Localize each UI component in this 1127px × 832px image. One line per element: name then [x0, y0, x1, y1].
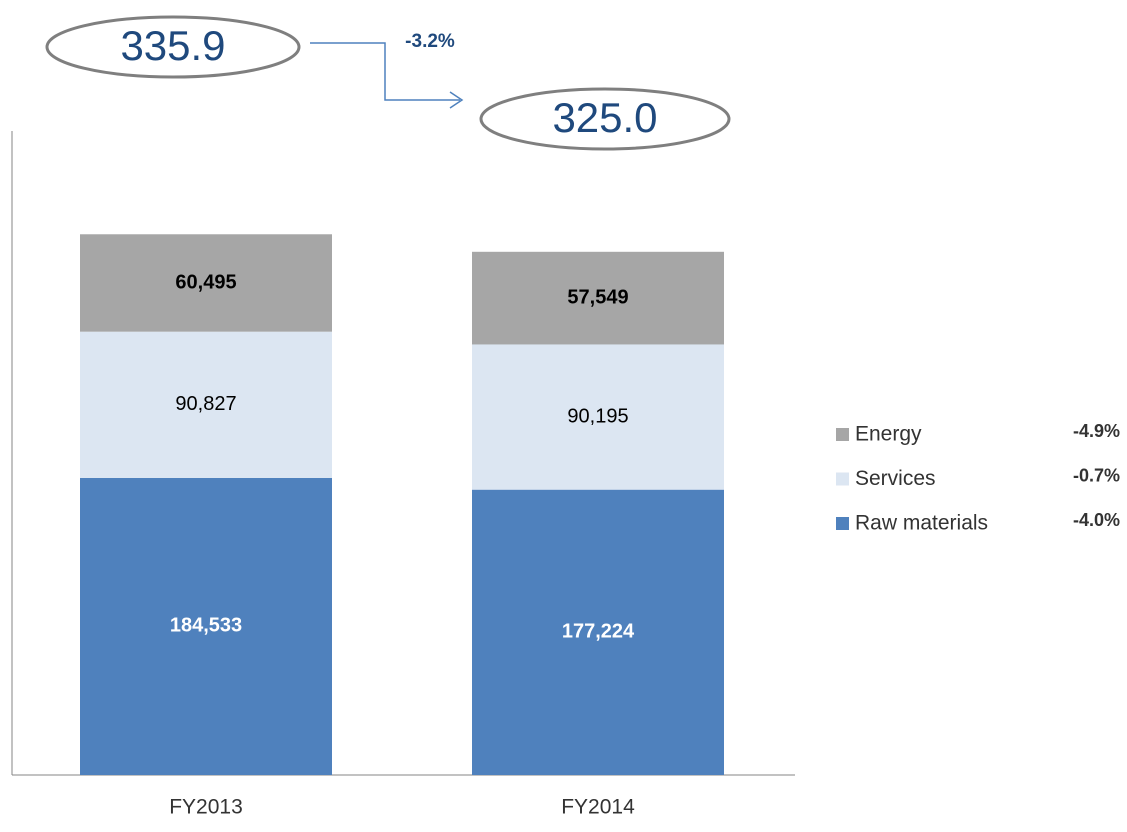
bar-segment: [472, 344, 724, 490]
data-label: 177,224: [562, 621, 635, 643]
total-change: -3.2%: [405, 31, 455, 52]
data-label: 90,195: [567, 405, 628, 427]
legend-swatch: [836, 517, 849, 530]
legend-swatch: [836, 472, 849, 486]
x-tick-label: FY2013: [169, 796, 243, 819]
x-tick-label: FY2014: [561, 796, 635, 819]
legend-change: -4.9%: [1073, 421, 1120, 441]
data-label: 90,827: [175, 393, 236, 415]
total-ellipse: [479, 87, 731, 151]
total-ellipse: [45, 15, 301, 79]
data-label: 57,549: [567, 286, 628, 308]
bar-segment: [80, 331, 332, 478]
bar-segment: [80, 477, 332, 775]
bar-segment: [472, 251, 724, 345]
total-label: 325.0: [552, 94, 657, 141]
total-label: 335.9: [120, 22, 225, 69]
bar-segment: [80, 234, 332, 332]
data-label: 184,533: [170, 615, 242, 637]
legend-swatch: [836, 428, 849, 441]
legend-label: Energy: [855, 423, 922, 446]
legend-change: -4.0%: [1073, 510, 1120, 530]
connector: [310, 42, 460, 101]
bar-segment: [472, 489, 724, 775]
legend-label: Services: [855, 467, 936, 490]
legend-label: Raw materials: [855, 512, 988, 535]
legend-change: -0.7%: [1073, 465, 1120, 485]
arrow-head: [449, 91, 464, 109]
data-label: 60,495: [175, 271, 236, 293]
